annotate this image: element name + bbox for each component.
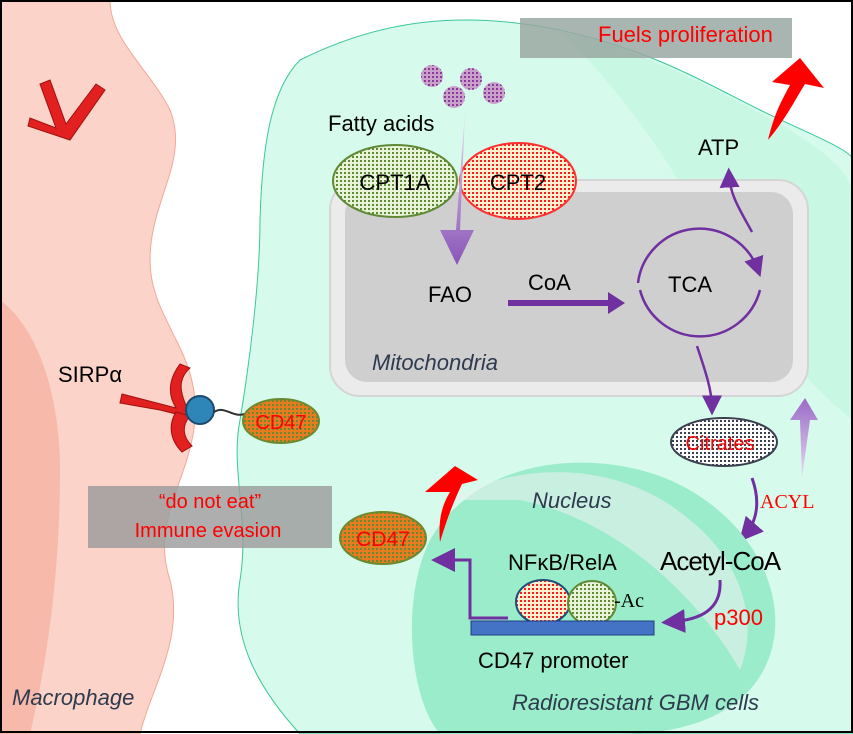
nfkb-rela-label: NFκB/RelA — [508, 550, 617, 575]
citrates-label: Citrates — [686, 433, 755, 455]
nfkb-subunit — [515, 579, 571, 625]
coa-arrow — [508, 292, 625, 314]
citrates-ellipse — [670, 417, 778, 467]
cd47-membrane-label: CD47 — [255, 412, 306, 434]
cd47-expressed-label: CD47 — [356, 528, 410, 551]
cd47-membrane — [242, 398, 320, 444]
p300-label: p300 — [714, 605, 763, 630]
p300-arrow — [661, 579, 722, 633]
gbm-cells-label: Radioresistant GBM cells — [512, 690, 759, 715]
fatty-acid-molecules — [421, 65, 505, 108]
acyl-up-arrow — [790, 398, 818, 478]
nucleus-label: Nucleus — [532, 488, 611, 513]
sirpa-label: SIRPα — [58, 362, 122, 387]
fuels-proliferation-box — [520, 18, 792, 58]
proliferation-arrow — [768, 58, 824, 140]
cd47-promoter-label: CD47 promoter — [478, 648, 628, 673]
cd47-promoter-bar — [470, 620, 655, 636]
fuels-proliferation-label: Fuels proliferation — [598, 22, 773, 47]
sirpa-receptor-top — [27, 79, 106, 141]
do-not-eat-box — [88, 486, 332, 548]
macrophage-label: Macrophage — [12, 685, 134, 710]
coa-label: CoA — [528, 270, 571, 295]
acyl-label: ACYL — [760, 491, 814, 513]
tca-label: TCA — [668, 272, 712, 297]
acetyl-coa-label: Acetyl-CoA — [660, 546, 782, 576]
fatty-acids-label: Fatty acids — [328, 111, 434, 136]
fao-label: FAO — [428, 282, 472, 307]
cd47-expressed — [339, 511, 427, 565]
immune-evasion-label: Immune evasion — [135, 520, 282, 542]
acyl-arrow — [739, 477, 764, 542]
acetyl-mark-label: -Ac — [614, 590, 644, 612]
fao-arrow — [440, 112, 474, 265]
atp-label: ATP — [698, 135, 739, 160]
cpt1a-enzyme — [332, 144, 458, 218]
do-not-eat-label: “do not eat” — [159, 491, 261, 513]
sirpa-cd47-binding-ball — [185, 395, 215, 425]
cd47-upregulation-arrow — [425, 466, 478, 542]
cpt2-label: CPT2 — [490, 170, 546, 195]
rela-subunit — [567, 580, 617, 626]
tca-cycle — [636, 167, 764, 416]
cpt1a-label: CPT1A — [360, 170, 431, 195]
mitochondria-label: Mitochondria — [372, 350, 498, 375]
transcription-arrow — [431, 548, 508, 620]
